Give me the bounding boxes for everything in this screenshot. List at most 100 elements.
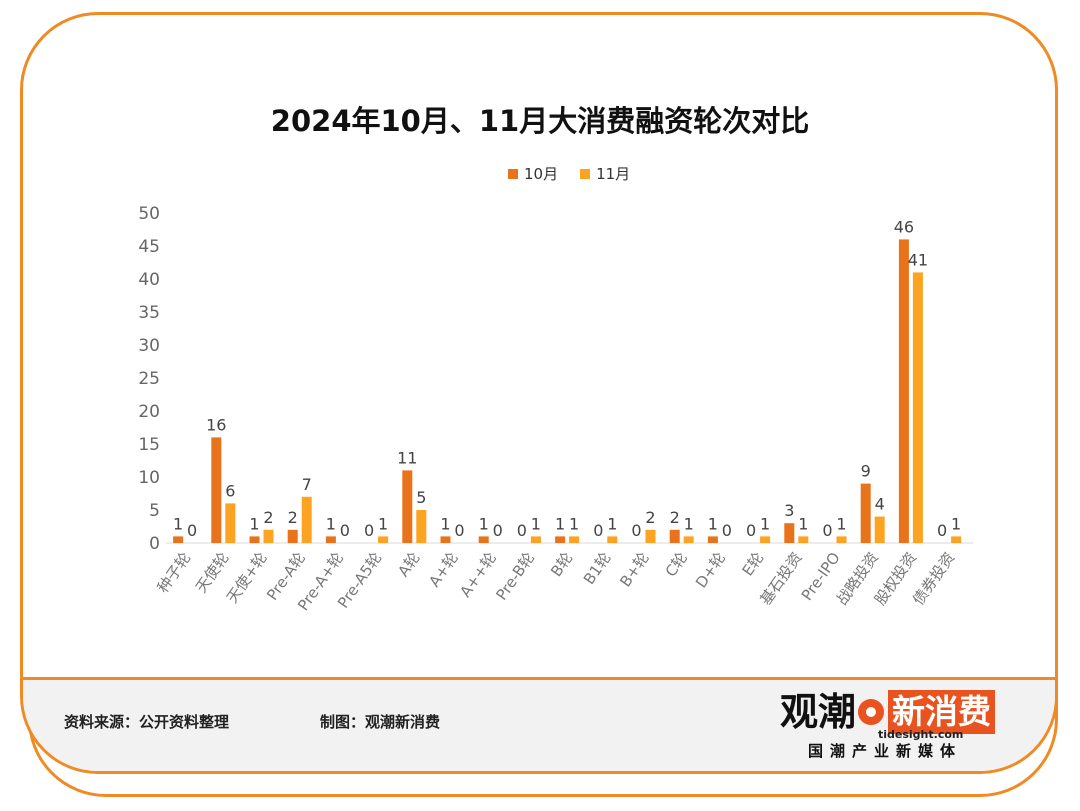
- data-label: 1: [326, 514, 336, 533]
- data-label: 1: [798, 514, 808, 533]
- bar-nov: [607, 536, 618, 543]
- data-label: 2: [645, 508, 655, 527]
- data-label: 0: [340, 521, 350, 540]
- data-label: 1: [249, 514, 259, 533]
- y-tick-label: 50: [138, 204, 160, 224]
- data-label: 0: [722, 521, 732, 540]
- y-tick-label: 35: [138, 303, 160, 323]
- bar-nov: [530, 536, 541, 543]
- data-label: 11: [397, 448, 417, 467]
- chart-legend: 10月 11月: [508, 163, 630, 184]
- data-label: 0: [364, 521, 374, 540]
- y-tick-label: 0: [149, 534, 160, 554]
- data-label: 0: [454, 521, 464, 540]
- logo-tagline: 国潮产业新媒体: [808, 742, 963, 760]
- bar-nov: [645, 529, 656, 543]
- legend-item-nov: 11月: [580, 163, 630, 184]
- y-tick-label: 10: [138, 468, 160, 488]
- legend-item-oct: 10月: [508, 163, 558, 184]
- x-tick-label: B+轮: [616, 549, 652, 590]
- x-tick-label: C轮: [662, 549, 691, 580]
- maker-note: 制图：观潮新消费: [320, 713, 441, 731]
- bar-nov: [378, 536, 389, 543]
- x-tick-label: A+轮: [425, 549, 461, 590]
- data-label: 0: [631, 521, 641, 540]
- x-tick-label: A轮: [394, 549, 423, 580]
- x-tick-label: 天使+轮: [223, 549, 271, 606]
- bar-nov: [874, 516, 885, 543]
- eye-icon: [858, 699, 885, 725]
- data-label: 0: [517, 521, 527, 540]
- data-label: 46: [894, 217, 914, 236]
- y-tick-label: 30: [138, 336, 160, 356]
- data-label: 1: [607, 514, 617, 533]
- bar-nov: [225, 503, 236, 543]
- bar-oct: [402, 470, 413, 543]
- legend-label-nov: 11月: [596, 165, 631, 183]
- bar-oct: [249, 536, 260, 543]
- data-label: 1: [555, 514, 565, 533]
- y-tick-label: 25: [138, 369, 160, 389]
- bar-oct: [860, 483, 871, 543]
- y-tick-label: 20: [138, 402, 160, 422]
- y-tick-label: 40: [138, 270, 160, 290]
- bar-oct: [211, 437, 222, 543]
- data-label: 0: [822, 521, 832, 540]
- legend-label-oct: 10月: [524, 165, 559, 183]
- x-tick-label: E轮: [739, 549, 768, 579]
- data-label: 1: [569, 514, 579, 533]
- bar-nov: [836, 536, 847, 543]
- y-tick-label: 15: [138, 435, 160, 455]
- y-tick-label: 45: [138, 237, 160, 257]
- data-label: 1: [836, 514, 846, 533]
- chart-title: 2024年10月、11月大消费融资轮次对比: [270, 104, 810, 138]
- bar-nov: [416, 510, 427, 543]
- data-label: 2: [263, 508, 273, 527]
- bar-nov: [760, 536, 771, 543]
- bar-nov: [951, 536, 962, 543]
- data-label: 1: [378, 514, 388, 533]
- bar-oct: [784, 523, 795, 543]
- data-label: 1: [479, 514, 489, 533]
- data-label: 6: [225, 481, 235, 500]
- data-label: 1: [684, 514, 694, 533]
- data-label: 0: [746, 521, 756, 540]
- data-label: 1: [531, 514, 541, 533]
- source-note: 资料来源：公开资料整理: [64, 713, 230, 731]
- data-label: 0: [187, 521, 197, 540]
- bar-oct: [325, 536, 336, 543]
- logo-url: tidesight.com: [878, 728, 964, 741]
- bar-nov: [569, 536, 580, 543]
- bar-nov: [798, 536, 809, 543]
- legend-swatch-oct: [508, 168, 518, 179]
- bar-oct: [440, 536, 451, 543]
- bar-nov: [263, 529, 274, 543]
- data-label: 1: [708, 514, 718, 533]
- data-label: 9: [861, 462, 871, 481]
- bar-nov: [301, 496, 312, 543]
- brand-logo: 观潮 新消费 tidesight.com 国潮产业新媒体: [780, 690, 1005, 761]
- bar-oct: [287, 529, 298, 543]
- data-label: 5: [416, 488, 426, 507]
- data-label: 41: [908, 250, 928, 269]
- data-label: 0: [593, 521, 603, 540]
- footer-band: [23, 677, 1055, 771]
- x-tick-label: Pre-B轮: [492, 549, 538, 604]
- data-label: 3: [784, 501, 794, 520]
- data-label: 16: [206, 415, 226, 434]
- data-label: 0: [493, 521, 503, 540]
- bar-nov: [683, 536, 694, 543]
- legend-swatch-nov: [580, 168, 591, 179]
- x-tick-label: 种子轮: [154, 549, 195, 596]
- bar-oct: [669, 529, 680, 543]
- data-label: 1: [173, 514, 183, 533]
- bar-oct: [478, 536, 489, 543]
- y-tick-label: 5: [149, 501, 160, 521]
- data-label: 7: [302, 475, 312, 494]
- data-label: 1: [951, 514, 961, 533]
- logo-text-part1: 观潮: [780, 690, 857, 734]
- bar-oct: [555, 536, 566, 543]
- x-tick-label: B1轮: [580, 549, 615, 588]
- bar-oct: [707, 536, 718, 543]
